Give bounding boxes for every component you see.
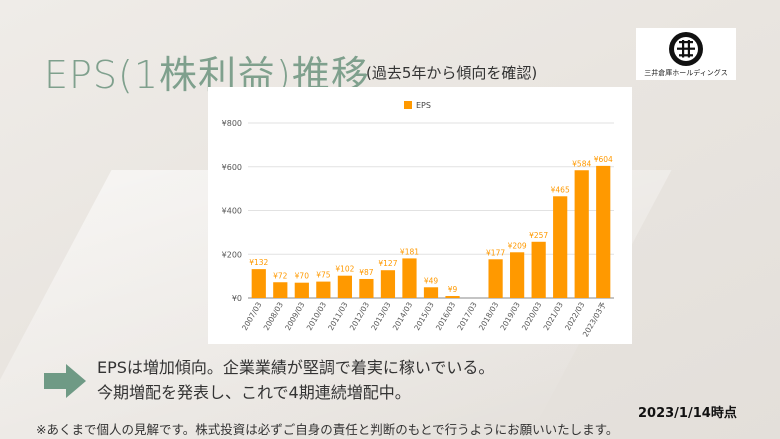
- bar-data-label: ¥209: [508, 241, 527, 250]
- y-tick-label: ¥200: [222, 250, 242, 259]
- bar: [553, 196, 568, 298]
- bar: [337, 275, 352, 298]
- bar: [574, 170, 589, 298]
- bar: [596, 165, 611, 298]
- right-arrow-icon: [44, 364, 86, 398]
- bar-data-label: ¥181: [400, 247, 419, 256]
- bar-data-label: ¥70: [295, 272, 310, 281]
- y-tick-label: ¥800: [222, 119, 242, 128]
- slide-subtitle: (過去5年から傾向を確認): [366, 64, 538, 82]
- bar: [294, 282, 309, 298]
- company-emblem-icon: [669, 32, 703, 66]
- bar-data-label: ¥87: [359, 268, 374, 277]
- x-tick-label: 2009/03: [283, 300, 306, 332]
- x-tick-label: 2014/03: [391, 300, 414, 332]
- x-tick-label: 2012/03: [348, 300, 371, 332]
- comment-line-2: 今期増配を発表し、これで4期連続増配中。: [97, 383, 411, 402]
- bar-data-label: ¥75: [316, 271, 331, 280]
- bar-data-label: ¥604: [594, 155, 613, 164]
- x-tick-label: 2019/03: [498, 300, 521, 332]
- bar: [251, 269, 266, 298]
- as-of-date: 2023/1/14時点: [638, 406, 737, 421]
- comment-line-1: EPSは増加傾向。企業業績が堅調で着実に稼いでいる。: [97, 358, 495, 377]
- x-tick-label: 2018/03: [477, 300, 500, 332]
- legend-label: EPS: [416, 101, 431, 110]
- x-tick-label: 2017/03: [455, 300, 478, 332]
- bar: [510, 252, 525, 298]
- company-name: 三井倉庫ホールディングス: [644, 69, 728, 77]
- x-tick-label: 2020/03: [520, 300, 543, 332]
- x-tick-label: 2010/03: [305, 300, 328, 332]
- x-tick-label: 2008/03: [262, 300, 285, 332]
- bar: [273, 282, 288, 298]
- bar-data-label: ¥127: [378, 259, 397, 268]
- y-tick-label: ¥0: [232, 294, 242, 303]
- x-tick-label: 2022/03: [563, 300, 586, 332]
- bar: [359, 278, 374, 298]
- eps-chart: ¥0 ¥200 ¥400 ¥600 ¥800 EPS ¥132 2007/03 ¥72 2008/…: [208, 87, 632, 344]
- y-tick-label: ¥400: [222, 207, 242, 216]
- bar: [423, 287, 439, 298]
- bar-data-label: ¥177: [486, 248, 505, 257]
- bar: [316, 281, 331, 298]
- bar-data-label: ¥465: [551, 185, 570, 194]
- bar-data-label: ¥49: [424, 276, 439, 285]
- bar-data-label: ¥584: [572, 159, 591, 168]
- bar: [402, 258, 417, 298]
- x-tick-label: 2016/03: [434, 300, 457, 332]
- bar-data-label: ¥257: [529, 231, 548, 240]
- x-tick-label: 2013/03: [369, 300, 392, 332]
- disclaimer: ※あくまで個人の見解です。株式投資は必ずご自身の責任と判断のもとで行うようにお願…: [36, 422, 619, 437]
- bar: [380, 270, 396, 298]
- bar-data-label: ¥102: [335, 265, 354, 274]
- x-tick-label: 2015/03: [412, 300, 435, 332]
- bar: [445, 296, 460, 298]
- y-tick-label: ¥600: [222, 163, 242, 172]
- legend-swatch: [404, 101, 412, 109]
- x-tick-label: 2011/03: [326, 300, 349, 332]
- eps-bar-chart: ¥0 ¥200 ¥400 ¥600 ¥800 EPS ¥132 2007/03 ¥72 2008/…: [222, 101, 614, 338]
- bar-data-label: ¥72: [273, 271, 288, 280]
- x-tick-label: 2021/03: [542, 300, 565, 332]
- x-tick-label: 2007/03: [240, 300, 263, 332]
- bar: [531, 241, 546, 298]
- commentary: EPSは増加傾向。企業業績が堅調で着実に稼いでいる。 今期増配を発表し、これで4…: [97, 355, 494, 405]
- bar-data-label: ¥132: [249, 258, 268, 267]
- company-logo: 三井倉庫ホールディングス: [636, 28, 736, 80]
- bar: [488, 259, 503, 298]
- bar-data-label: ¥9: [448, 285, 458, 294]
